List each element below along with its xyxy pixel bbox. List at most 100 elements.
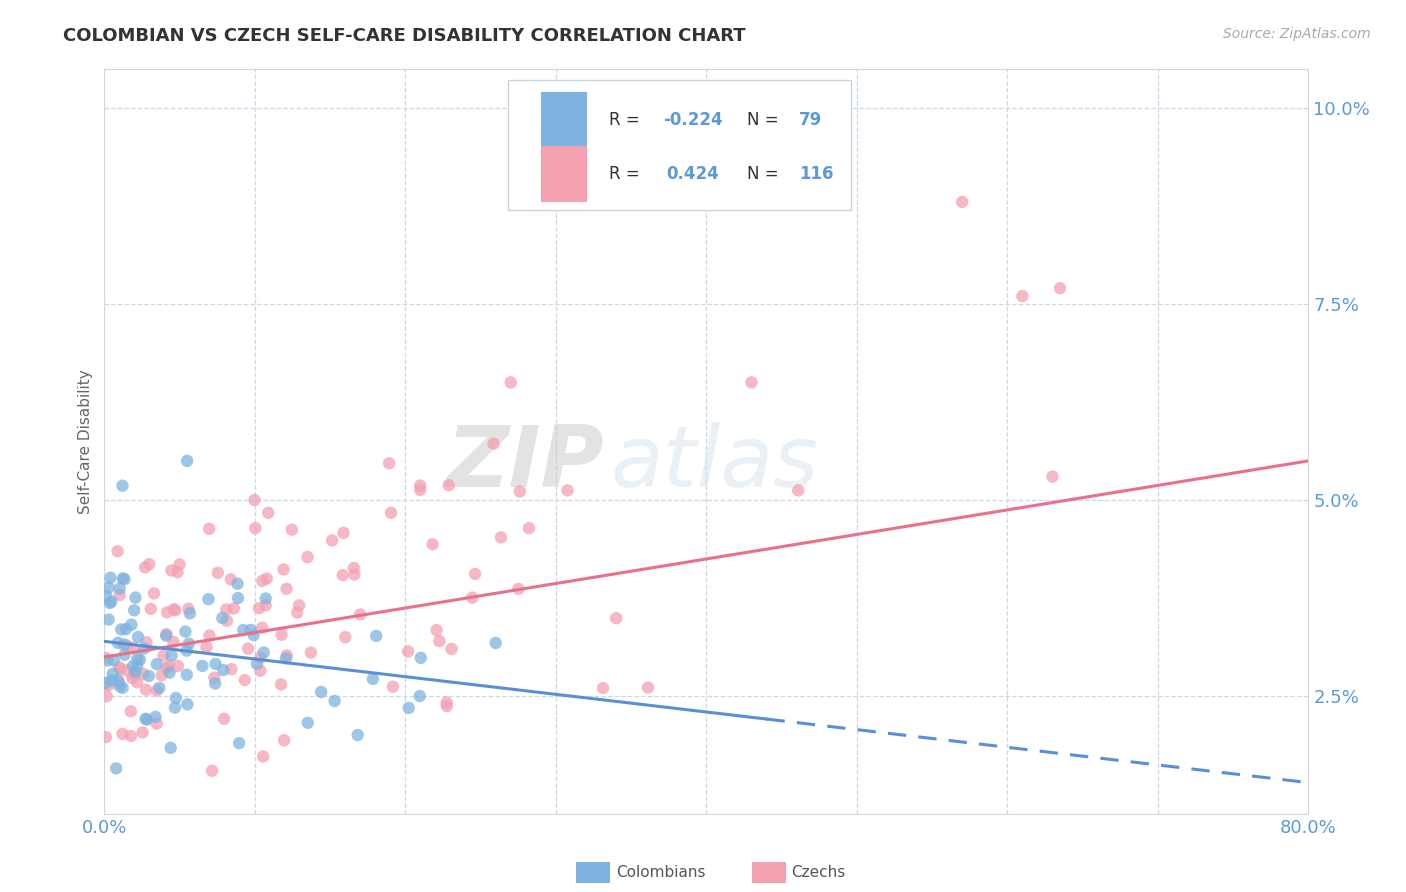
Point bbox=[409, 483, 432, 497]
Text: R =: R = bbox=[609, 165, 650, 183]
Point bbox=[215, 602, 238, 616]
Point bbox=[96, 589, 118, 603]
Point bbox=[246, 657, 269, 671]
Point bbox=[100, 673, 122, 688]
Point bbox=[437, 478, 460, 492]
Point bbox=[276, 648, 298, 663]
Point bbox=[127, 652, 149, 666]
Point bbox=[110, 623, 132, 637]
Point bbox=[107, 673, 129, 688]
Point bbox=[250, 621, 273, 635]
Point bbox=[134, 560, 156, 574]
Point bbox=[489, 530, 512, 544]
Point bbox=[212, 663, 235, 677]
Point bbox=[343, 567, 366, 582]
Point bbox=[176, 667, 198, 681]
Point bbox=[129, 652, 152, 666]
Point bbox=[145, 710, 167, 724]
Point bbox=[156, 605, 179, 619]
Point bbox=[243, 493, 266, 508]
Point bbox=[152, 648, 174, 663]
Point bbox=[94, 730, 117, 744]
Point bbox=[145, 657, 167, 671]
Point bbox=[167, 659, 190, 673]
Point bbox=[323, 694, 346, 708]
Point bbox=[120, 617, 142, 632]
Point bbox=[274, 651, 297, 665]
Point bbox=[115, 638, 138, 652]
Point bbox=[124, 591, 146, 605]
Text: R =: R = bbox=[609, 111, 645, 128]
Point bbox=[349, 607, 371, 622]
Point bbox=[159, 665, 181, 680]
Point bbox=[122, 659, 145, 673]
Point bbox=[485, 636, 508, 650]
Point bbox=[179, 607, 201, 621]
Point bbox=[111, 478, 134, 492]
Point bbox=[174, 624, 197, 639]
Point bbox=[108, 588, 131, 602]
Point bbox=[285, 606, 308, 620]
Point bbox=[191, 659, 214, 673]
Point bbox=[212, 712, 235, 726]
Point bbox=[100, 571, 122, 585]
Point bbox=[165, 690, 187, 705]
Point bbox=[202, 671, 225, 685]
Point bbox=[436, 696, 458, 710]
FancyBboxPatch shape bbox=[541, 146, 588, 202]
Point bbox=[221, 662, 243, 676]
Point bbox=[108, 679, 131, 693]
Point bbox=[176, 643, 198, 657]
Point bbox=[157, 659, 180, 673]
Point bbox=[198, 628, 221, 642]
Point bbox=[422, 537, 444, 551]
Point bbox=[254, 591, 277, 606]
Point bbox=[257, 506, 280, 520]
Point bbox=[366, 629, 388, 643]
Point bbox=[461, 591, 484, 605]
Point bbox=[253, 646, 276, 660]
Point bbox=[124, 665, 146, 679]
Point bbox=[131, 725, 153, 739]
Point bbox=[138, 557, 160, 571]
Point bbox=[1049, 281, 1071, 295]
Point bbox=[163, 700, 186, 714]
Point bbox=[346, 728, 368, 742]
Point bbox=[160, 648, 183, 663]
Point bbox=[429, 634, 451, 648]
Point bbox=[97, 581, 120, 595]
Point bbox=[297, 550, 319, 565]
Point bbox=[950, 194, 973, 209]
Point bbox=[107, 636, 129, 650]
Point bbox=[155, 629, 177, 643]
Y-axis label: Self-Care Disability: Self-Care Disability bbox=[79, 369, 93, 514]
Point bbox=[145, 716, 167, 731]
Point bbox=[335, 630, 357, 644]
Point bbox=[211, 611, 233, 625]
Point bbox=[409, 689, 432, 703]
Point bbox=[127, 658, 149, 673]
Point bbox=[219, 572, 242, 586]
Point bbox=[143, 586, 166, 600]
Point bbox=[150, 668, 173, 682]
Point bbox=[115, 622, 138, 636]
Point bbox=[195, 640, 218, 655]
Point bbox=[605, 611, 627, 625]
Point bbox=[249, 650, 271, 665]
Point bbox=[111, 727, 134, 741]
Point bbox=[425, 623, 447, 637]
Point bbox=[297, 715, 319, 730]
Point bbox=[97, 613, 120, 627]
Point bbox=[740, 376, 762, 390]
Point bbox=[207, 566, 229, 580]
Point bbox=[166, 565, 188, 579]
Point bbox=[252, 574, 274, 588]
Point bbox=[127, 630, 149, 644]
Point bbox=[440, 642, 463, 657]
Point bbox=[396, 644, 419, 658]
Point bbox=[94, 676, 117, 690]
Point bbox=[464, 566, 486, 581]
Point bbox=[270, 628, 292, 642]
Point bbox=[156, 661, 179, 675]
Point bbox=[1011, 289, 1033, 303]
